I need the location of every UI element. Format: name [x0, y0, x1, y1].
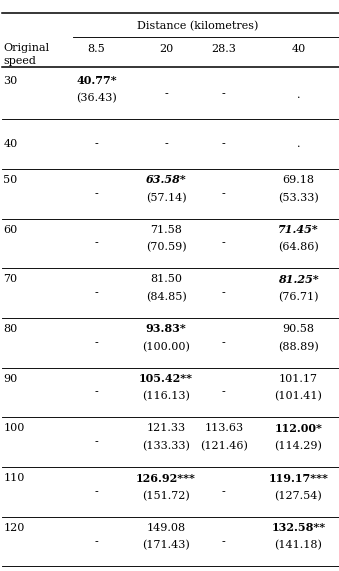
Text: -: - — [222, 487, 226, 497]
Text: (121.46): (121.46) — [200, 441, 248, 451]
Text: -: - — [222, 189, 226, 199]
Text: 8.5: 8.5 — [88, 43, 105, 54]
Text: -: - — [95, 537, 99, 546]
Text: 63.58*: 63.58* — [146, 175, 186, 186]
Text: -: - — [95, 139, 99, 149]
Text: 101.17: 101.17 — [279, 373, 318, 384]
Text: 60: 60 — [3, 224, 18, 235]
Text: 81.25*: 81.25* — [278, 274, 319, 285]
Text: 126.92***: 126.92*** — [136, 473, 196, 484]
Text: (133.33): (133.33) — [142, 441, 190, 451]
Text: -: - — [164, 139, 168, 149]
Text: Distance (kilometres): Distance (kilometres) — [137, 21, 258, 31]
Text: (100.00): (100.00) — [142, 341, 190, 352]
Text: (116.13): (116.13) — [142, 391, 190, 401]
Text: -: - — [222, 90, 226, 99]
Text: 110: 110 — [3, 473, 25, 483]
Text: 93.83*: 93.83* — [146, 324, 186, 335]
Text: -: - — [222, 338, 226, 348]
Text: 100: 100 — [3, 423, 25, 433]
Text: 90: 90 — [3, 373, 18, 384]
Text: 113.63: 113.63 — [204, 423, 243, 433]
Text: 40.77*: 40.77* — [76, 75, 117, 86]
Text: (64.86): (64.86) — [278, 242, 319, 252]
Text: -: - — [222, 537, 226, 546]
Text: 69.18: 69.18 — [282, 175, 314, 185]
Text: (70.59): (70.59) — [146, 242, 186, 252]
Text: (36.43): (36.43) — [76, 93, 117, 103]
Text: 30: 30 — [3, 75, 18, 86]
Text: -: - — [95, 288, 99, 298]
Text: (127.54): (127.54) — [275, 490, 322, 501]
Text: (171.43): (171.43) — [142, 540, 190, 550]
Text: 121.33: 121.33 — [146, 423, 186, 433]
Text: 50: 50 — [3, 175, 18, 185]
Text: -: - — [164, 90, 168, 99]
Text: 28.3: 28.3 — [211, 43, 236, 54]
Text: 120: 120 — [3, 522, 25, 533]
Text: (141.18): (141.18) — [274, 540, 322, 550]
Text: 40: 40 — [291, 43, 305, 54]
Text: 105.42**: 105.42** — [139, 373, 193, 384]
Text: -: - — [95, 437, 99, 447]
Text: 71.58: 71.58 — [150, 224, 182, 235]
Text: 20: 20 — [159, 43, 173, 54]
Text: (84.85): (84.85) — [146, 292, 186, 302]
Text: (57.14): (57.14) — [146, 192, 186, 203]
Text: 112.00*: 112.00* — [274, 423, 322, 434]
Text: (88.89): (88.89) — [278, 341, 319, 352]
Text: -: - — [95, 338, 99, 348]
Text: -: - — [222, 139, 226, 149]
Text: 81.50: 81.50 — [150, 274, 182, 284]
Text: 119.17***: 119.17*** — [268, 473, 328, 484]
Text: .: . — [297, 90, 300, 99]
Text: 149.08: 149.08 — [146, 522, 186, 533]
Text: -: - — [95, 239, 99, 248]
Text: (151.72): (151.72) — [142, 490, 190, 501]
Text: 40: 40 — [3, 139, 18, 149]
Text: (114.29): (114.29) — [274, 441, 322, 451]
Text: Original
speed: Original speed — [3, 43, 49, 66]
Text: -: - — [222, 239, 226, 248]
Text: -: - — [95, 388, 99, 397]
Text: 90.58: 90.58 — [282, 324, 314, 334]
Text: 70: 70 — [3, 274, 18, 284]
Text: -: - — [95, 487, 99, 497]
Text: (76.71): (76.71) — [278, 292, 319, 302]
Text: -: - — [222, 288, 226, 298]
Text: 80: 80 — [3, 324, 18, 334]
Text: (101.41): (101.41) — [274, 391, 322, 401]
Text: 71.45*: 71.45* — [278, 224, 319, 235]
Text: (53.33): (53.33) — [278, 192, 319, 203]
Text: .: . — [297, 139, 300, 149]
Text: 132.58**: 132.58** — [271, 522, 325, 533]
Text: -: - — [95, 189, 99, 199]
Text: -: - — [222, 388, 226, 397]
